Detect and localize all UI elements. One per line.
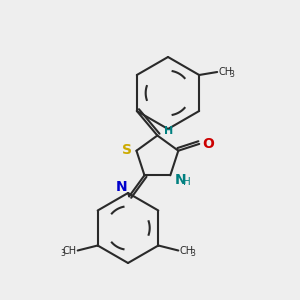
- Text: CH: CH: [63, 245, 77, 256]
- Text: S: S: [122, 143, 133, 157]
- Text: CH: CH: [218, 67, 232, 77]
- Text: H: H: [183, 177, 191, 187]
- Text: N: N: [174, 173, 186, 187]
- Text: O: O: [202, 137, 214, 151]
- Text: H: H: [164, 125, 174, 136]
- Text: 3: 3: [190, 248, 195, 257]
- Text: N: N: [116, 180, 127, 194]
- Text: CH: CH: [179, 245, 194, 256]
- Text: 3: 3: [229, 70, 234, 79]
- Text: 3: 3: [61, 248, 66, 257]
